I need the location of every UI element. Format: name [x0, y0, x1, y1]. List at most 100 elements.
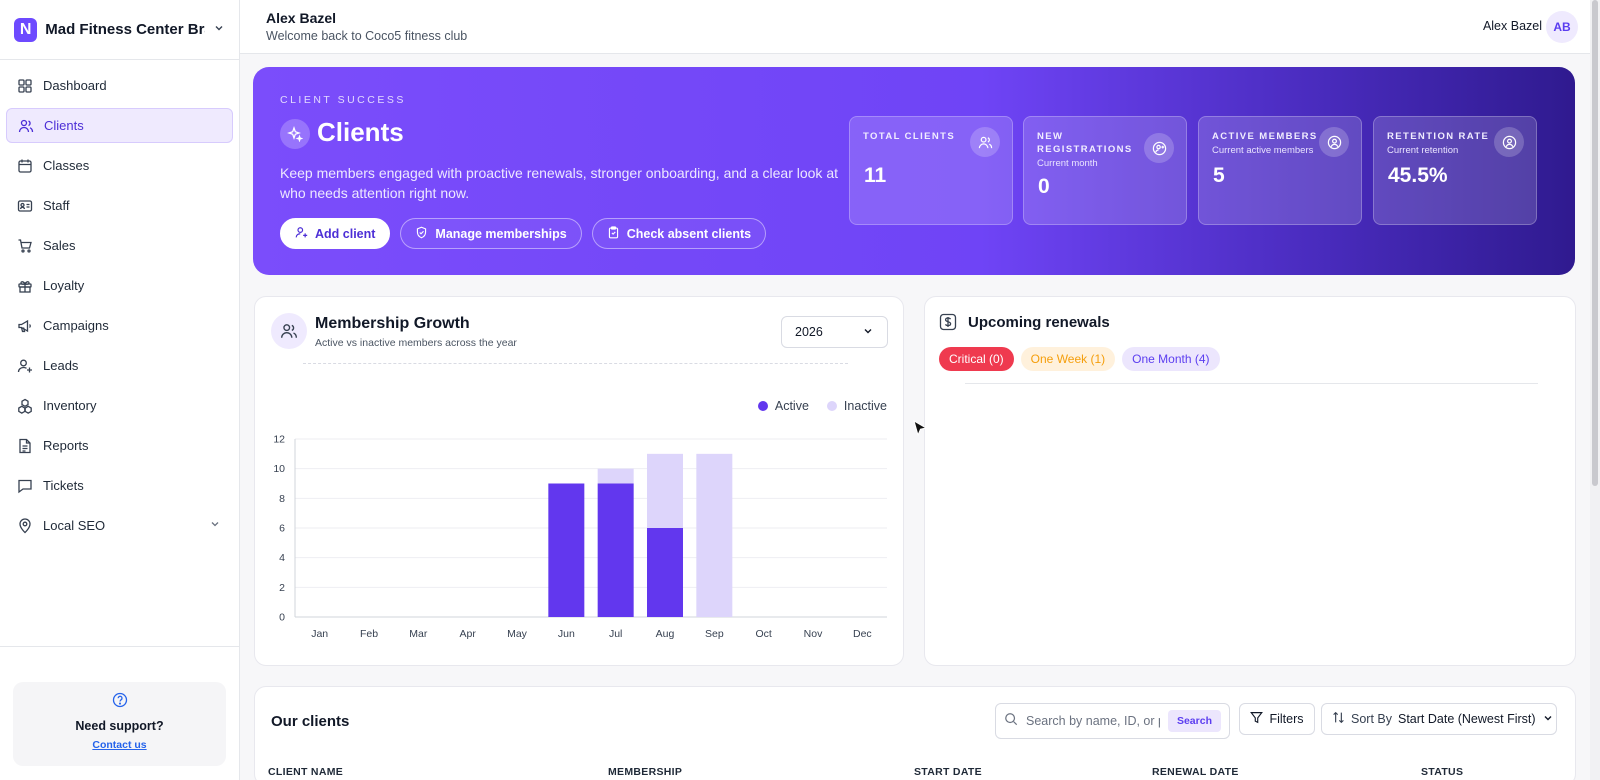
filters-button[interactable]: Filters: [1239, 703, 1315, 735]
sort-icon: [1332, 711, 1345, 727]
membership-growth-card: Membership Growth Active vs inactive mem…: [254, 296, 904, 666]
support-card: Need support? Contact us: [13, 682, 226, 766]
dollar-icon: [939, 313, 957, 331]
sidebar-item-classes[interactable]: Classes: [6, 148, 233, 183]
stat-active-members: ACTIVE MEMBERS Current active members 5: [1198, 116, 1362, 225]
filters-label: Filters: [1269, 712, 1304, 726]
manage-memberships-button[interactable]: Manage memberships: [400, 218, 582, 249]
legend-inactive[interactable]: Inactive: [826, 399, 887, 413]
column-header[interactable]: RENEWAL DATE: [1152, 766, 1239, 778]
user-plus-icon: [17, 358, 33, 374]
sidebar-item-label: Local SEO: [43, 518, 106, 533]
column-header[interactable]: STATUS: [1421, 766, 1464, 778]
tab-one-month[interactable]: One Month (4): [1122, 347, 1220, 371]
boxes-icon: [17, 398, 33, 414]
x-tick-label: Feb: [360, 628, 378, 640]
year-select[interactable]: 2026: [781, 316, 888, 348]
sidebar-item-loyalty[interactable]: Loyalty: [6, 268, 233, 303]
legend-label: Inactive: [843, 399, 887, 413]
search-input[interactable]: Search by name, ID, or pl Search: [995, 703, 1230, 739]
message-icon: [17, 478, 33, 494]
sidebar-item-dashboard[interactable]: Dashboard: [6, 68, 233, 103]
sidebar-item-label: Tickets: [43, 478, 84, 493]
bar-inactive-jul: [597, 468, 634, 484]
shield-check-icon: [415, 226, 428, 242]
sidebar-item-tickets[interactable]: Tickets: [6, 468, 233, 503]
y-tick-label: 4: [279, 552, 285, 564]
clients-table-card: Our clients Search by name, ID, or pl Se…: [254, 686, 1576, 780]
stat-value: 5: [1213, 164, 1225, 187]
tab-one-week[interactable]: One Week (1): [1020, 347, 1116, 371]
y-tick-label: 8: [279, 493, 285, 505]
page-scrollbar-thumb[interactable]: [1592, 0, 1598, 486]
chevron-down-icon[interactable]: [209, 518, 221, 533]
x-tick-label: Jul: [609, 628, 622, 640]
membership-growth-chart: 0 2 4 6 8 10 12 Jan Feb Mar Apr May Jun Jul Aug Sep Oct N…: [273, 434, 887, 640]
bar-active-aug: [647, 528, 683, 617]
stat-value: 45.5%: [1388, 164, 1448, 187]
sidebar-item-label: Reports: [43, 438, 89, 453]
topbar: Alex Bazel Welcome back to Coco5 fitness…: [240, 0, 1592, 54]
legend-active[interactable]: Active: [757, 399, 809, 413]
sidebar-item-campaigns[interactable]: Campaigns: [6, 308, 233, 343]
sidebar-item-label: Classes: [43, 158, 90, 173]
x-tick-label: Aug: [656, 628, 675, 640]
support-title: Need support?: [75, 719, 164, 733]
x-tick-label: Jun: [558, 628, 575, 640]
sidebar-nav: Dashboard Clients Classes Staff Sales Lo…: [0, 60, 239, 556]
map-pin-icon: [17, 517, 33, 534]
column-header[interactable]: CLIENT NAME: [268, 766, 344, 778]
check-absent-label: Check absent clients: [626, 226, 752, 241]
user-plus-icon: [295, 226, 308, 242]
stat-value: 0: [1038, 175, 1050, 198]
sidebar-item-clients[interactable]: Clients: [6, 108, 233, 143]
column-header[interactable]: MEMBERSHIP: [608, 766, 683, 778]
contact-us-link[interactable]: Contact us: [92, 739, 147, 751]
stat-label: ACTIVE MEMBERS: [1212, 131, 1318, 142]
hero-kicker: CLIENT SUCCESS: [280, 94, 406, 106]
page-scrollbar-track[interactable]: [1590, 0, 1600, 780]
filter-icon: [1250, 711, 1264, 727]
column-header[interactable]: START DATE: [914, 766, 982, 778]
add-client-button[interactable]: Add client: [280, 218, 391, 249]
sort-select[interactable]: Sort By Start Date (Newest First): [1321, 703, 1557, 735]
sidebar-item-staff[interactable]: Staff: [6, 188, 233, 223]
calendar-icon: [17, 158, 33, 174]
sidebar-item-reports[interactable]: Reports: [6, 428, 233, 463]
stat-sub: Current retention: [1387, 145, 1459, 156]
sidebar-item-local-seo[interactable]: Local SEO: [6, 508, 233, 543]
sidebar-item-inventory[interactable]: Inventory: [6, 388, 233, 423]
account-name[interactable]: Alex Bazel: [1482, 19, 1542, 33]
search-placeholder: Search by name, ID, or pl: [1026, 714, 1160, 728]
y-tick-label: 6: [279, 523, 285, 535]
brand-logo: N: [14, 17, 38, 42]
help-circle-icon: [112, 692, 128, 712]
bar-active-jul: [597, 483, 634, 617]
check-absent-clients-button[interactable]: Check absent clients: [591, 218, 767, 249]
brand-switcher[interactable]: N Mad Fitness Center Bra...: [0, 0, 239, 60]
chevron-down-icon: [1542, 712, 1554, 727]
user-circle-icon: [1319, 127, 1349, 157]
page-title: Clients: [317, 117, 404, 147]
stat-value: 11: [864, 164, 887, 187]
sort-value: Start Date (Newest First): [1398, 712, 1536, 726]
sidebar-item-sales[interactable]: Sales: [6, 228, 233, 263]
legend-label: Active: [774, 399, 809, 413]
x-tick-label: Dec: [853, 628, 872, 640]
bar-active-jun: [548, 483, 585, 617]
sidebar-item-label: Inventory: [43, 398, 97, 413]
sidebar-divider: [0, 646, 240, 647]
divider: [303, 363, 848, 364]
stat-sub: Current active members: [1212, 145, 1314, 156]
stat-new-registrations: NEW REGISTRATIONS Current month 0: [1023, 116, 1187, 225]
search-button[interactable]: Search: [1167, 710, 1221, 732]
id-card-icon: [17, 198, 33, 214]
users-icon: [271, 313, 307, 349]
sidebar-item-leads[interactable]: Leads: [6, 348, 233, 383]
renewals-title: Upcoming renewals: [968, 314, 1110, 331]
x-tick-label: Sep: [705, 628, 724, 640]
tab-critical[interactable]: Critical (0): [939, 347, 1014, 371]
avatar[interactable]: AB: [1546, 11, 1578, 43]
x-tick-label: May: [507, 628, 528, 640]
grid-icon: [17, 78, 33, 94]
